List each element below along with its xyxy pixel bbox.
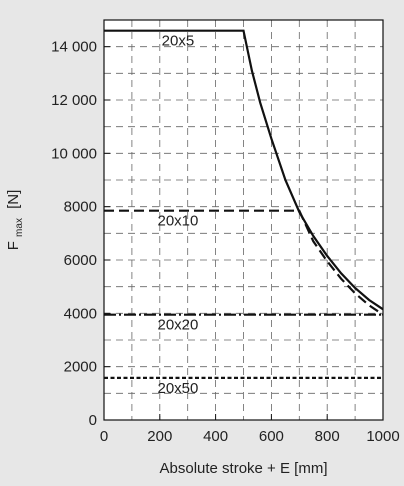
series-label-20x20: 20x20 [157,317,198,334]
plot-frame [103,19,384,421]
x-tick-label: 600 [259,428,284,445]
x-tick-label: 0 [100,428,108,445]
x-tick-label: 1000 [366,428,399,445]
series-label-20x10: 20x10 [157,213,198,230]
y-axis-label-main: F [5,241,22,250]
y-tick-label: 0 [89,412,97,429]
series-lines [104,29,384,379]
y-tick-label: 12 000 [51,92,97,109]
y-tick-label: 2000 [64,359,97,376]
series-label-20x5: 20x5 [162,33,195,50]
series-labels: 20x5 20x10 20x20 20x50 [157,33,198,397]
y-tick-label: 4000 [64,305,97,322]
y-axis-label: F max [N] [5,190,26,251]
y-tick-label: 6000 [64,252,97,269]
x-tick-label: 400 [203,428,228,445]
series-label-20x50: 20x50 [157,380,198,397]
x-tick-label: 800 [315,428,340,445]
y-axis-label-unit: [N] [5,190,22,209]
y-axis-label-subscript: max [14,218,25,237]
grid-lines [104,20,383,420]
y-tick-label: 8000 [64,199,97,216]
series-line-20x10 [104,209,384,316]
x-axis-label: Absolute stroke + E [mm] [160,460,328,477]
x-tick-label: 200 [147,428,172,445]
y-tick-label: 10 000 [51,145,97,162]
y-tick-label: 14 000 [51,39,97,56]
